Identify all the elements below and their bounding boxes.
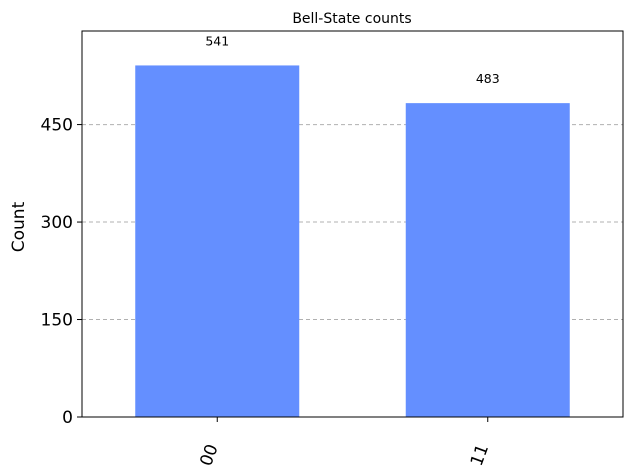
y-tick-label-150: 150	[41, 311, 73, 331]
data-label-00: 541	[205, 33, 229, 48]
y-tick-label-0: 0	[62, 408, 73, 428]
bar-00	[135, 65, 300, 418]
y-tick-label-450: 450	[41, 116, 73, 136]
bars	[135, 65, 570, 418]
x-tick-label-00: 00	[196, 442, 222, 466]
x-tick-label-11: 11	[467, 442, 493, 466]
plot-frame	[81, 30, 624, 418]
bar-11	[405, 103, 570, 417]
axes	[77, 30, 624, 422]
y-tick-label-300: 300	[41, 213, 73, 233]
data-label-11: 483	[476, 71, 500, 86]
y-axis-label: Count	[9, 201, 29, 252]
chart-title: Bell-State counts	[292, 11, 411, 27]
